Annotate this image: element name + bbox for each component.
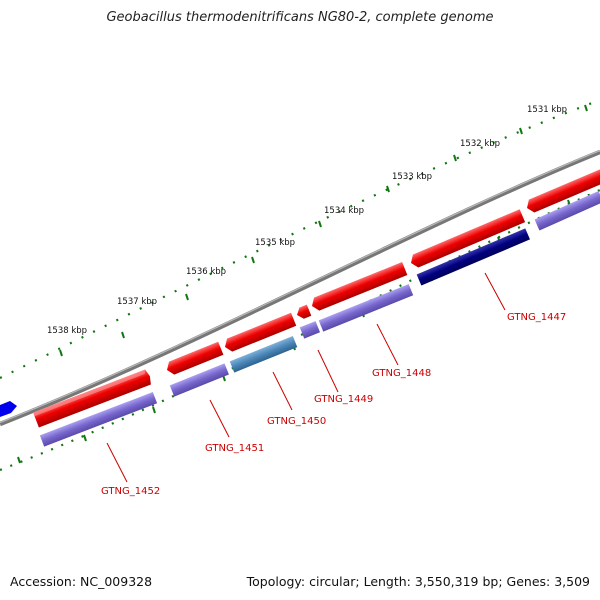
genome-summary: Topology: circular; Length: 3,550,319 bp… xyxy=(246,574,590,589)
gene-arrow-forward-1449a[interactable] xyxy=(295,304,312,321)
kbp-label-1531: 1531 kbp xyxy=(527,105,567,115)
gene-bar-reverse-1449b[interactable] xyxy=(318,284,414,332)
kbp-label-1536: 1536 kbp xyxy=(186,267,226,277)
gene-label-1447[interactable]: GTNG_1447 xyxy=(507,312,566,323)
genome-title: Geobacillus thermodenitrificans NG80-2, … xyxy=(106,10,494,25)
gene-label-1449[interactable]: GTNG_1449 xyxy=(314,394,373,405)
accession-info: Accession: NC_009328 xyxy=(10,574,153,589)
gene-arrow-forward-1447[interactable] xyxy=(524,166,600,214)
gene-arrow-forward-1451[interactable] xyxy=(164,341,224,377)
gene-arrow-forward-1449[interactable] xyxy=(309,262,408,312)
gene-label-1450[interactable]: GTNG_1450 xyxy=(267,416,326,427)
kbp-label-1538: 1538 kbp xyxy=(47,326,87,336)
gene-bar-reverse-1448[interactable] xyxy=(416,228,530,286)
genome-backbone xyxy=(0,149,600,427)
label-leaders xyxy=(106,272,506,483)
gene-bar-reverse-1447[interactable] xyxy=(534,191,600,231)
gene-label-1452[interactable]: GTNG_1452 xyxy=(101,486,160,497)
gene-label-1451[interactable]: GTNG_1451 xyxy=(205,443,264,454)
kbp-label-1537: 1537 kbp xyxy=(117,297,157,307)
gene-bar-reverse-1451[interactable] xyxy=(169,363,229,397)
inner-ruler-dots xyxy=(0,188,600,472)
gene-bar-reverse-1452[interactable] xyxy=(39,392,158,447)
kbp-label-1533: 1533 kbp xyxy=(392,172,432,182)
kbp-label-1532: 1532 kbp xyxy=(460,139,500,149)
gene-arrow-forward-1448[interactable] xyxy=(408,209,526,269)
gene-label-1448[interactable]: GTNG_1448 xyxy=(372,368,431,379)
edge-feature-arrow[interactable] xyxy=(0,401,17,417)
kbp-label-1535: 1535 kbp xyxy=(255,238,295,248)
kbp-label-1534: 1534 kbp xyxy=(324,206,364,216)
gene-bar-reverse-1449[interactable] xyxy=(299,321,321,339)
gene-bar-reverse-1450[interactable] xyxy=(229,335,298,373)
ruler-major-ticks xyxy=(59,104,588,357)
gene-arrow-forward-1452[interactable] xyxy=(33,369,153,428)
gene-arrow-forward-1450[interactable] xyxy=(222,312,297,354)
